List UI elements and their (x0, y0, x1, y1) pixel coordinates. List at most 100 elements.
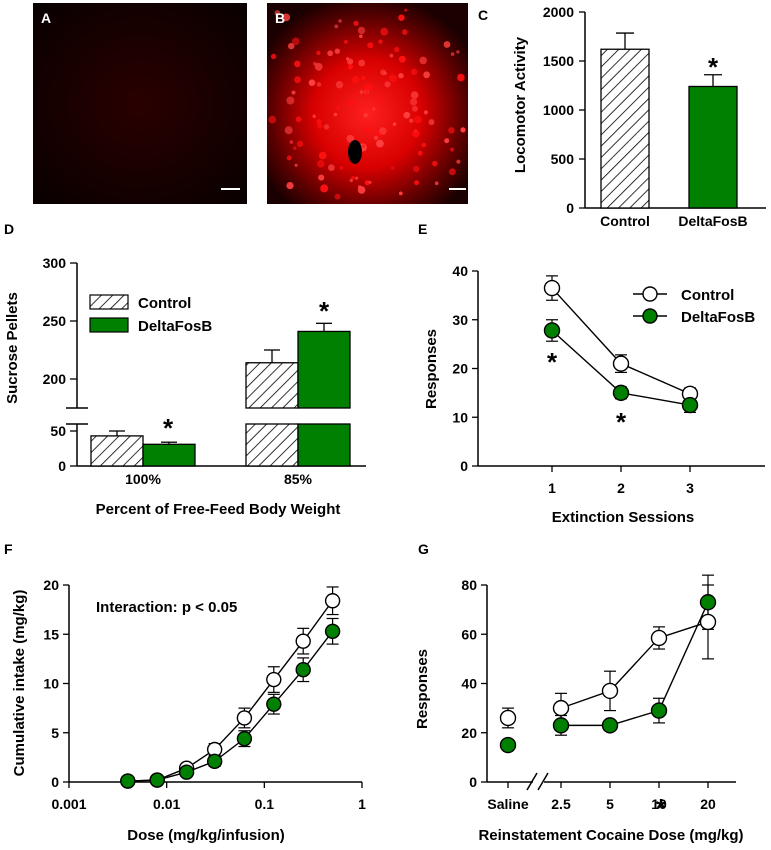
micrograph-cell (327, 50, 334, 57)
e-point-control (612, 355, 630, 372)
panel-letter-e: E (418, 221, 427, 237)
panel-letter-g: G (418, 541, 429, 557)
micrograph-cell (409, 118, 414, 123)
micrograph-cell (284, 126, 293, 135)
g-point-deltafosb (499, 736, 517, 754)
micrograph-cell (432, 160, 438, 167)
e-y-tick-label: 0 (460, 458, 468, 474)
micrograph-cell (380, 69, 386, 76)
micrograph-cell (434, 181, 439, 186)
f-point-control (295, 633, 311, 649)
e-legend-label-deltafosb: DeltaFosB (681, 309, 755, 326)
micrograph-cell (296, 140, 304, 148)
f-point-control (236, 710, 253, 726)
f-x-tick-label: 0.1 (255, 796, 275, 812)
micrograph-cell (373, 135, 379, 140)
e-line-control (551, 287, 691, 395)
d-significance-star-100: * (163, 413, 174, 443)
micrograph-cell (292, 37, 300, 46)
micrograph-cell (274, 10, 281, 16)
d-significance-star-85: * (319, 296, 330, 326)
micrograph-cell (286, 155, 292, 161)
panel-letter-a: A (41, 10, 51, 26)
micrograph-cell (291, 90, 296, 95)
micrograph-cell (377, 99, 381, 103)
g-x-tick-label: 10 (651, 796, 667, 812)
f-point-deltafosb (324, 623, 341, 639)
micrograph-cell (351, 75, 360, 84)
micrograph-cell (402, 29, 408, 35)
micrograph-cell (368, 180, 372, 184)
e-legend-marker-control (642, 286, 658, 302)
e-y-tick-label: 10 (452, 409, 468, 425)
micrograph-cell (286, 96, 295, 105)
micrograph-cell (403, 111, 411, 119)
e-y-tick-label: 30 (452, 312, 468, 328)
g-point-deltafosb (650, 702, 668, 719)
micrograph-cell (443, 41, 451, 48)
e-point-deltafosb (543, 322, 561, 339)
micrograph-cell (409, 98, 418, 106)
micrograph-cell (423, 110, 428, 115)
micrograph-cell (355, 176, 359, 180)
g-x-tick-label: 2.5 (551, 796, 571, 812)
micrograph-cell (346, 134, 355, 143)
micrograph-cell (450, 52, 455, 56)
micrograph-cell (412, 129, 420, 138)
d-legend: Control DeltaFosB (89, 294, 212, 335)
d-legend-label-deltafosb: DeltaFosB (138, 318, 212, 335)
micrograph-cell (363, 125, 372, 134)
micrograph-cell (282, 13, 291, 22)
micrograph-cell (351, 176, 355, 180)
micrograph-cell (398, 73, 404, 79)
g-y-tick-label: 0 (469, 774, 477, 790)
micrograph-cell (323, 124, 330, 130)
micrograph-cell (270, 53, 277, 60)
micrograph-cell (334, 24, 339, 29)
g-point-deltafosb (699, 594, 717, 611)
micrograph-cell (335, 81, 344, 89)
e-legend-marker-deltafosb (642, 308, 658, 324)
f-point-deltafosb (266, 696, 282, 712)
f-y-tick-label: 5 (51, 725, 59, 741)
micrograph-b-cells (268, 8, 466, 200)
micrograph-cell (456, 159, 461, 164)
micrograph-cell (316, 50, 321, 56)
e-point-deltafosb (612, 384, 630, 402)
micrograph-cell (308, 79, 316, 86)
f-point-deltafosb (206, 753, 223, 770)
micrograph-cell (363, 113, 368, 118)
panel-c: C Locomotor Activity 0 500 1000 1500 2000 Co… (478, 4, 766, 229)
micrograph-cell (358, 59, 366, 67)
micrograph-cell (339, 166, 344, 170)
g-y-tick-label: 80 (461, 577, 477, 593)
f-x-tick-label: 1 (358, 796, 366, 812)
micrograph-cell (367, 42, 374, 49)
e-significance-star-2: * (616, 407, 627, 437)
g-significance-star: * (656, 793, 667, 823)
c-y-title: Locomotor Activity (512, 36, 529, 173)
g-x-tick-label: 5 (606, 796, 614, 812)
e-x-tick-label: 2 (617, 480, 625, 496)
panel-letter-f: F (4, 541, 13, 557)
g-x-break-right (537, 772, 549, 791)
e-legend: Control DeltaFosB (633, 286, 755, 326)
micrograph-cell (444, 138, 450, 144)
panel-e: E Responses 0 10 20 30 40 1 2 3 * * Control Delt… (418, 221, 765, 526)
panel-letter-d: D (4, 221, 14, 237)
c-y-tick-label: 1000 (543, 102, 574, 118)
c-y-tick-label: 500 (551, 151, 575, 167)
d-y-tick-label: 250 (43, 313, 67, 329)
d-bar-control-lower (245, 423, 299, 467)
f-point-control (324, 593, 341, 609)
e-x-title: Extinction Sessions (552, 509, 695, 526)
micrograph-cell (376, 139, 384, 148)
micrograph-cell (314, 62, 323, 71)
micrograph-cell (359, 90, 364, 94)
panel-letter-c: C (478, 7, 488, 23)
micrograph-cell (347, 99, 355, 107)
micrograph-cell (428, 119, 435, 126)
micrograph-cell (448, 127, 455, 134)
micrograph-cell (288, 42, 295, 50)
